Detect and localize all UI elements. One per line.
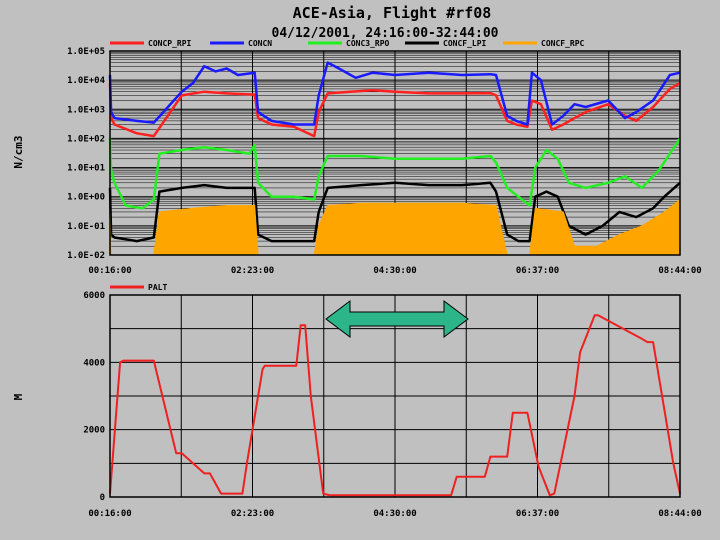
legend-label: CONC3_RPO [346,39,390,48]
x-tick-label: 02:23:00 [231,266,274,276]
y-tick-label: 1.0E+02 [67,134,105,144]
plot-frame [109,50,681,256]
y-tick-label: 4000 [83,358,105,368]
plot-frame [109,294,681,498]
legend-item: CONCF_RPC [503,39,585,48]
legend-label: PALT [148,283,167,292]
x-tick-label: 08:44:00 [658,509,701,519]
y-tick-label: 2000 [83,426,105,436]
series-line-concp-rpi [108,81,681,138]
legend-label: CONCF_RPC [541,39,585,48]
y-tick-label: 1.0E-01 [67,222,105,232]
y-tick-label: 0 [100,493,105,503]
y-tick-label: 6000 [83,291,105,301]
x-tick-label: 08:44:00 [658,266,701,276]
figure-subtitle: 04/12/2001, 24:16:00-32:44:00 [272,26,499,41]
legend-item: CONCP_RPI [110,39,192,48]
legend-label: CONCF_LPI [443,39,487,48]
legend-label: CONCP_RPI [148,39,192,48]
legend-item: CONCN [210,39,272,48]
y-tick-label: 1.0E+04 [67,76,106,86]
bottom-chart: 0 2000 4000 6000 00:16:00 02:23:00 04:30:00 06:… [83,283,701,519]
x-tick-label: 04:30:00 [373,266,416,276]
y-tick-label: 1.0E+03 [67,105,105,115]
series-line-palt [109,314,681,497]
x-tick-label: 00:16:00 [88,509,131,519]
bottom-chart-ylabel: M [12,393,25,400]
y-tick-label: 1.0E+01 [67,164,105,174]
double-arrow-annotation [325,300,469,338]
x-tick-label: 06:37:00 [516,509,559,519]
legend-item: PALT [110,283,167,292]
x-tick-label: 00:16:00 [88,266,131,276]
series-line-concn [108,61,681,126]
series-line-conc3-rpo [108,137,682,210]
top-chart: 1.0E-02 1.0E-01 1.0E+00 1.0E+01 1.0E+02 1.0E+… [67,39,702,276]
double-arrow-shape [325,300,469,338]
x-tick-label: 02:23:00 [231,509,274,519]
legend-item: CONC3_RPO [308,39,390,48]
x-tick-label: 04:30:00 [373,509,416,519]
legend-label: CONCN [248,39,272,48]
x-tick-label: 06:37:00 [516,266,559,276]
y-tick-label: 1.0E-02 [67,251,105,261]
y-tick-label: 1.0E+00 [67,193,105,203]
figure-title: ACE-Asia, Flight #rf08 [293,4,492,22]
top-chart-ylabel: N/cm3 [12,135,25,168]
y-tick-label: 1.0E+05 [67,47,105,57]
series-area-concf-rpc [109,198,681,256]
legend-item: CONCF_LPI [405,39,487,48]
series-line-concf-lpi [108,181,681,243]
